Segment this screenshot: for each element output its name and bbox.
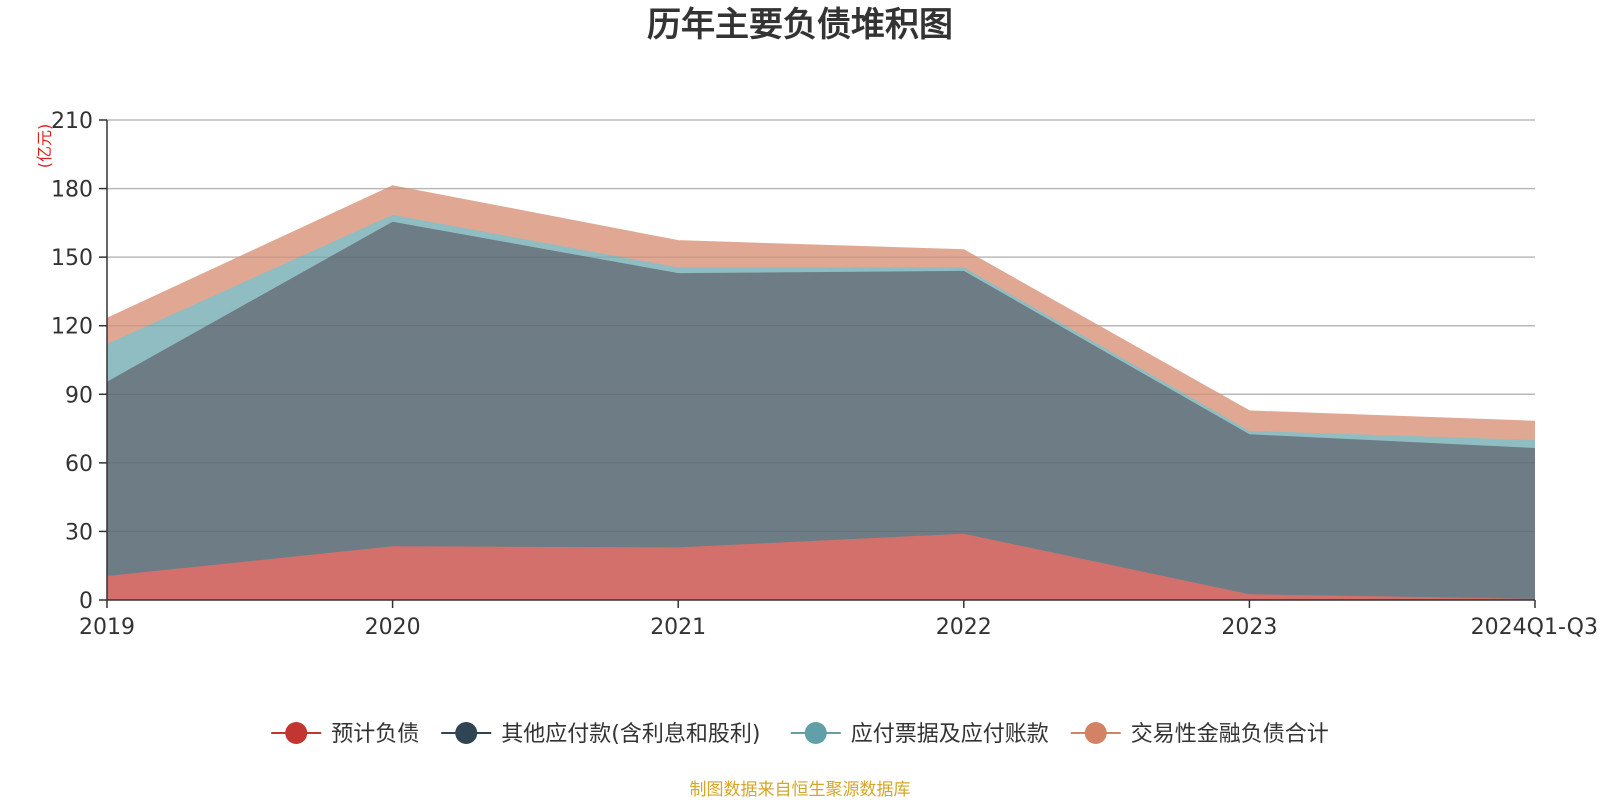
- plot-areas: [106, 119, 1536, 600]
- legend-circle-marker: [455, 722, 478, 744]
- source-note: 制图数据来自恒生聚源数据库: [690, 780, 911, 800]
- legend-circle-marker: [1084, 722, 1107, 744]
- legend-label: 应付票据及应付账款: [851, 722, 1049, 747]
- series-line-0: [106, 532, 1536, 600]
- chart-title: 历年主要负债堆积图: [647, 5, 953, 45]
- x-tick-label: 2019: [79, 615, 135, 640]
- y-tick-label: 90: [65, 383, 93, 408]
- legend-circle-marker: [804, 722, 827, 744]
- series-area-1: [107, 221, 1535, 599]
- legend-label: 预计负债: [331, 722, 419, 747]
- legend-item[interactable]: 预计负债: [271, 722, 419, 747]
- x-tick-label: 2021: [650, 615, 706, 640]
- series-area-3: [107, 186, 1535, 440]
- legend-circle-marker: [285, 722, 308, 744]
- series-line-3: [106, 185, 1536, 423]
- axes: 0 30 60 90 120 150 180 210 2019 2020 2021 2022 2023 2…: [51, 109, 1598, 640]
- y-tick-label: 120: [51, 315, 93, 340]
- y-tick-label: 180: [51, 178, 93, 203]
- y-tick-label: 60: [65, 452, 93, 477]
- legend: 预计负债 其他应付款(含利息和股利) 应付票据及应付账款 交易性金融负债合计: [271, 722, 1329, 747]
- legend-label: 交易性金融负债合计: [1131, 722, 1329, 747]
- legend-item[interactable]: 应付票据及应付账款: [790, 722, 1049, 747]
- x-tick-label: 2024Q1-Q3: [1471, 615, 1598, 640]
- legend-item[interactable]: 其他应付款(含利息和股利): [441, 722, 760, 747]
- x-tick-label: 2020: [365, 615, 421, 640]
- y-tick-label: 210: [51, 109, 93, 134]
- y-tick-label: 0: [79, 589, 93, 614]
- x-tick-label: 2022: [936, 615, 992, 640]
- series-area-0: [107, 533, 1535, 600]
- y-tick-label: 150: [51, 246, 93, 271]
- legend-item[interactable]: 交易性金融负债合计: [1070, 722, 1329, 747]
- y-tick-label: 30: [65, 520, 93, 545]
- y-axis-unit-label: (亿元): [35, 124, 54, 169]
- x-tick-label: 2023: [1221, 615, 1277, 640]
- legend-label: 其他应付款(含利息和股利): [501, 722, 760, 747]
